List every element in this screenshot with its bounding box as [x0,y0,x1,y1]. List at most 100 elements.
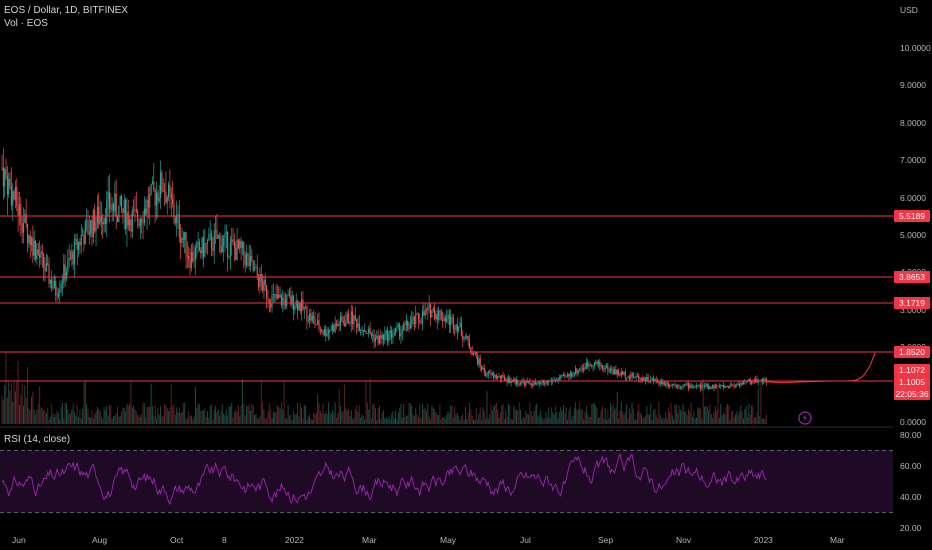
volume-bar [662,417,664,424]
volume-bar [756,412,758,424]
candle-body [721,385,723,386]
volume-bar [601,406,603,424]
volume-bar [438,414,440,424]
level-tag-1: 5.5189 [894,210,930,222]
volume-bar [517,410,519,424]
volume-bar [626,404,628,424]
candle-body [722,385,724,388]
candle-body [589,364,591,366]
candle-body [208,234,210,241]
volume-bar [483,411,485,424]
volume-bar [663,418,665,424]
volume-bar [68,413,70,424]
volume-bar [487,418,489,424]
volume-bar [233,411,235,424]
volume-bar [681,411,683,424]
volume-bar [454,406,456,424]
volume-bar [550,407,552,424]
volume-bar [760,380,762,424]
volume-bar [610,403,612,424]
volume-bar [583,419,585,424]
candle-body [286,295,288,307]
time-tick-label: Oct [170,535,184,545]
volume-bar [604,408,606,424]
volume-legend[interactable]: Vol · EOS [4,18,48,29]
volume-bar [215,406,217,424]
volume-bar [702,379,704,424]
volume-bar [416,414,418,424]
volume-bar [622,411,624,424]
candle-body [41,251,43,254]
candle-body [100,216,102,223]
candle-body [186,255,188,257]
candle-body [662,381,664,384]
candle-body [424,309,426,316]
candle-body [458,326,460,332]
volume-bar [29,410,31,424]
candle-body [31,237,33,246]
price-tick-label: 7.0000 [900,155,926,166]
level-tag-2: 3.8653 [894,271,930,283]
volume-bar [479,407,481,424]
volume-bar [264,418,266,424]
rsi-legend[interactable]: RSI (14, close) [4,434,71,445]
candle-body [403,323,405,330]
volume-bar [20,394,22,424]
volume-bar [205,417,207,424]
candle-body [501,375,503,379]
candle-body [364,331,366,332]
candle-body [52,287,54,289]
volume-bar [204,408,206,424]
candle-body [423,311,425,316]
candle-body [693,386,695,388]
volume-bar [106,406,108,424]
volume-bar [737,414,739,424]
candle-body [327,330,329,334]
volume-bar [509,405,511,424]
candle-body [99,216,101,225]
candle-body [224,232,226,239]
volume-bar [534,405,536,424]
candle-body [159,172,162,198]
volume-bar [475,407,477,424]
volume-bar [110,405,112,424]
candle-body [134,209,136,211]
candle-body [291,295,293,305]
candle-body [51,279,53,289]
candle-body [342,320,344,324]
volume-bar [348,408,350,424]
candle-body [5,168,7,176]
candle-body [173,204,175,219]
time-tick-label: Mar [830,535,845,545]
volume-bar [532,416,534,424]
candle-body [456,324,458,332]
volume-bar [679,409,681,424]
candle-body [605,365,608,368]
volume-bar [600,410,602,424]
candle-body [155,192,158,206]
volume-bar [130,380,132,424]
symbol-legend[interactable]: EOS / Dollar, 1D, BITFINEX [4,5,128,16]
event-marker-icon[interactable] [798,411,812,425]
candle-body [200,250,202,254]
volume-bar [192,419,194,424]
time-tick-label: Sep [598,535,614,545]
time-tick-label: Mar [362,535,377,545]
volume-bar [254,415,256,424]
volume-bar [327,402,329,424]
volume-bar [374,408,376,424]
volume-bar [400,404,402,424]
candle-body [378,335,381,344]
candle-body [628,375,630,379]
volume-bar [317,394,319,424]
candle-body [360,330,362,332]
volume-bar [67,409,69,424]
candle-body [288,294,291,297]
candle-body [16,186,18,207]
candle-body [438,310,440,320]
volume-bar [745,405,747,424]
volume-bar [431,405,433,424]
candle-body [428,304,430,307]
rsi-tick-label: 40.00 [900,492,922,502]
